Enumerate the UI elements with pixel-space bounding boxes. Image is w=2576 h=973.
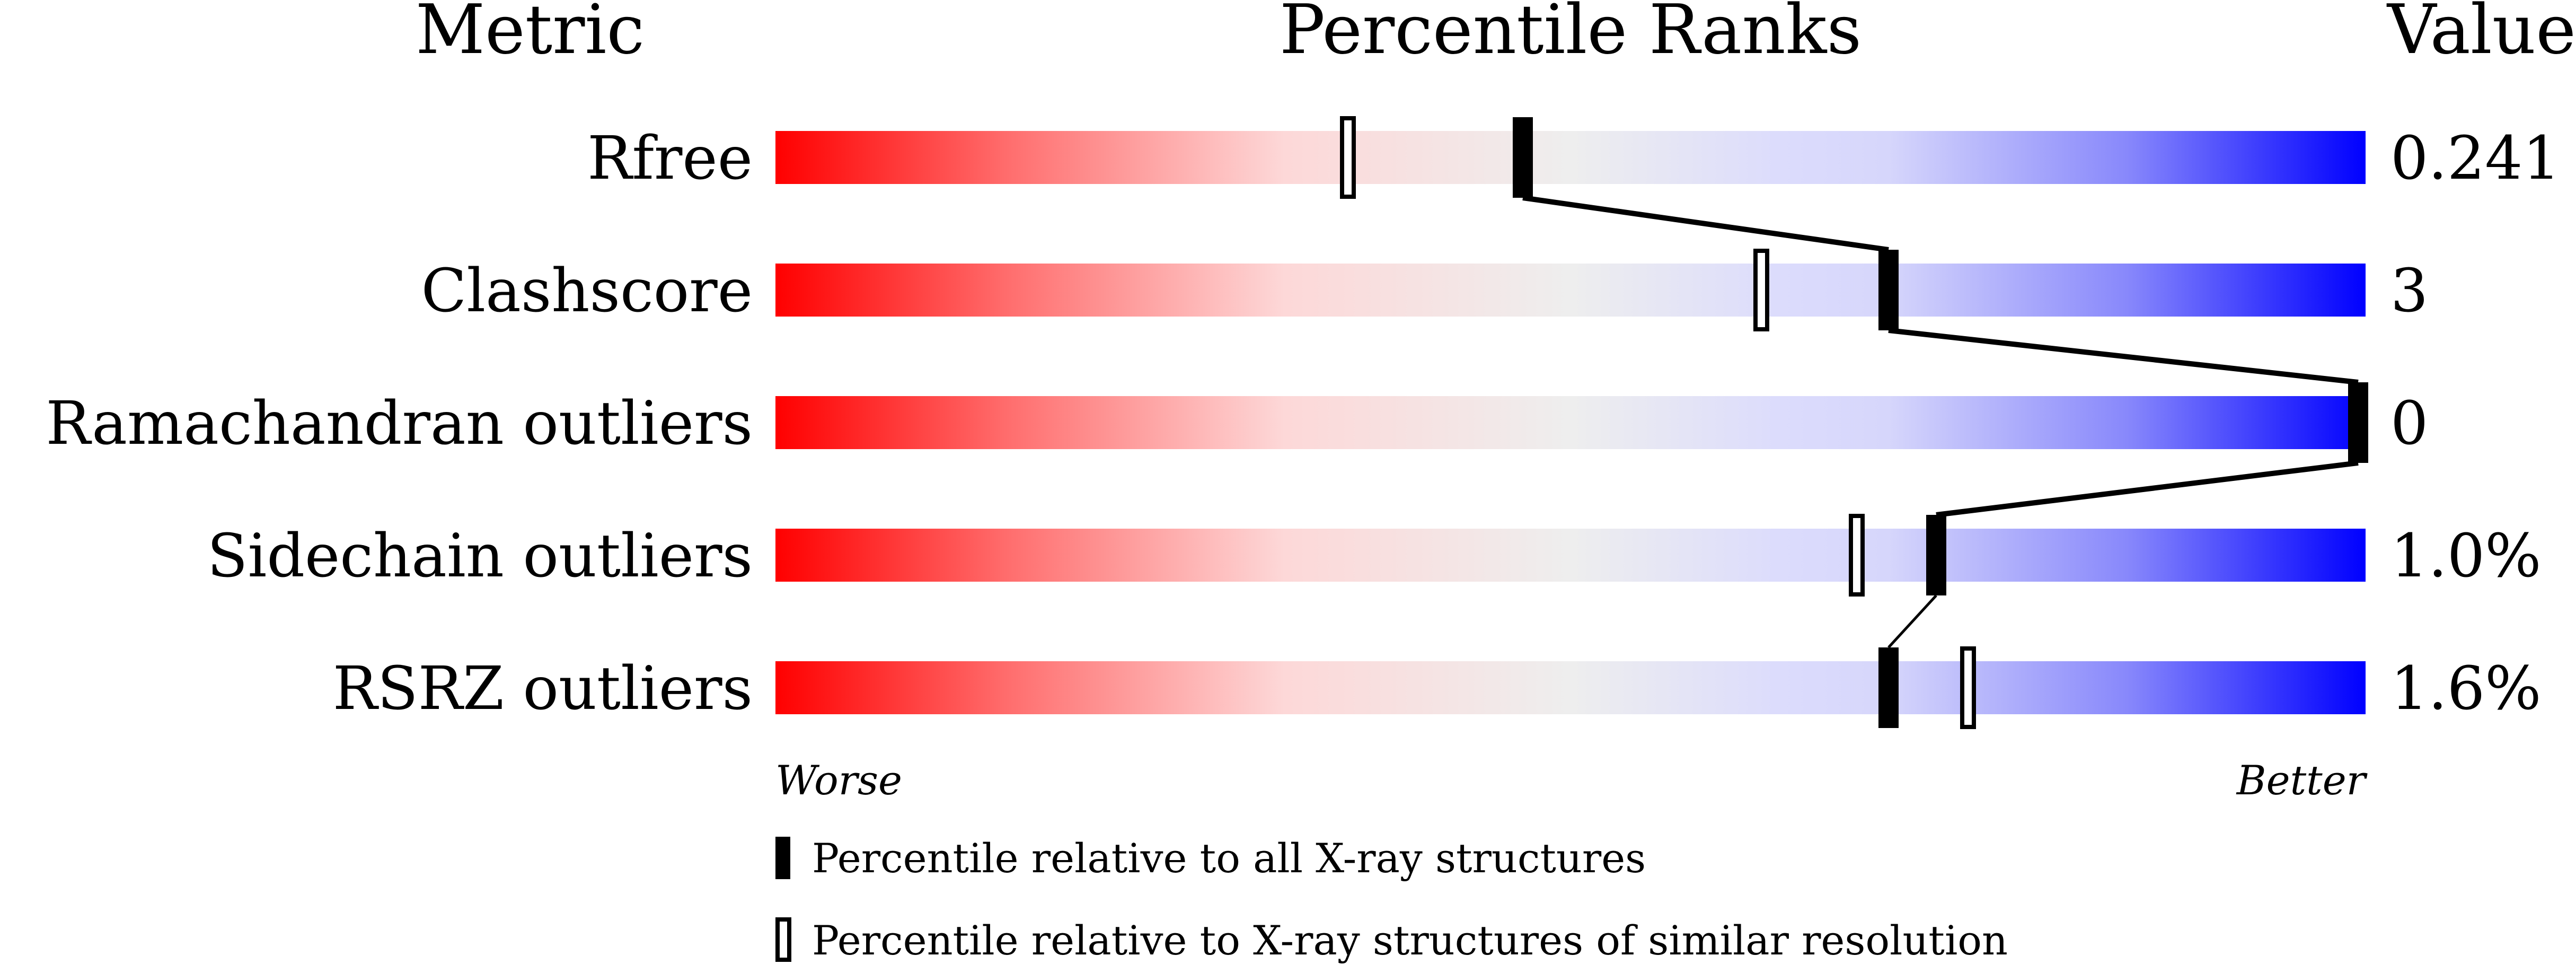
metric-value-ramachandran-outliers: 0 [2390,389,2428,458]
connector-line [1522,195,1889,252]
metric-label-clashscore: Clashscore [421,257,753,326]
legend-filled-marker [775,837,790,879]
bar-sidechain-outliers [775,529,2366,582]
header-percentile-ranks: Percentile Ranks [1280,0,1862,69]
connector-line [1936,460,2359,518]
marker-similar-clashscore [1753,249,1769,331]
marker-all-rsrz-outliers [1878,647,1899,728]
legend-open-marker [775,917,791,962]
bar-ramachandran-outliers [775,396,2366,449]
metric-value-rfree: 0.241 [2390,124,2561,193]
marker-all-clashscore [1878,250,1899,330]
metric-label-rsrz-outliers: RSRZ outliers [333,654,753,723]
metric-label-ramachandran-outliers: Ramachandran outliers [46,389,753,458]
marker-all-ramachandran-outliers [2348,382,2368,463]
header-value: Value [2386,0,2576,69]
metric-value-rsrz-outliers: 1.6% [2390,654,2542,723]
marker-all-rfree [1513,117,1533,198]
connector-line [1887,594,1937,648]
legend-open-label: Percentile relative to X-ray structures … [812,917,2008,964]
legend-filled-label: Percentile relative to all X-ray structu… [812,835,1646,882]
metric-value-sidechain-outliers: 1.0% [2390,522,2542,591]
marker-all-sidechain-outliers [1926,515,1946,595]
header-metric: Metric [416,0,645,69]
metric-label-rfree: Rfree [587,124,753,193]
better-label: Better [2236,757,2368,804]
metric-label-sidechain-outliers: Sidechain outliers [207,522,753,591]
marker-similar-rfree [1340,116,1356,199]
connector-line [1888,328,2359,385]
marker-similar-rsrz-outliers [1960,646,1976,729]
bar-clashscore [775,264,2366,317]
bar-rfree [775,131,2366,184]
worse-label: Worse [775,757,902,804]
metric-value-clashscore: 3 [2390,257,2428,326]
marker-similar-sidechain-outliers [1849,514,1865,597]
bar-rsrz-outliers [775,661,2366,714]
